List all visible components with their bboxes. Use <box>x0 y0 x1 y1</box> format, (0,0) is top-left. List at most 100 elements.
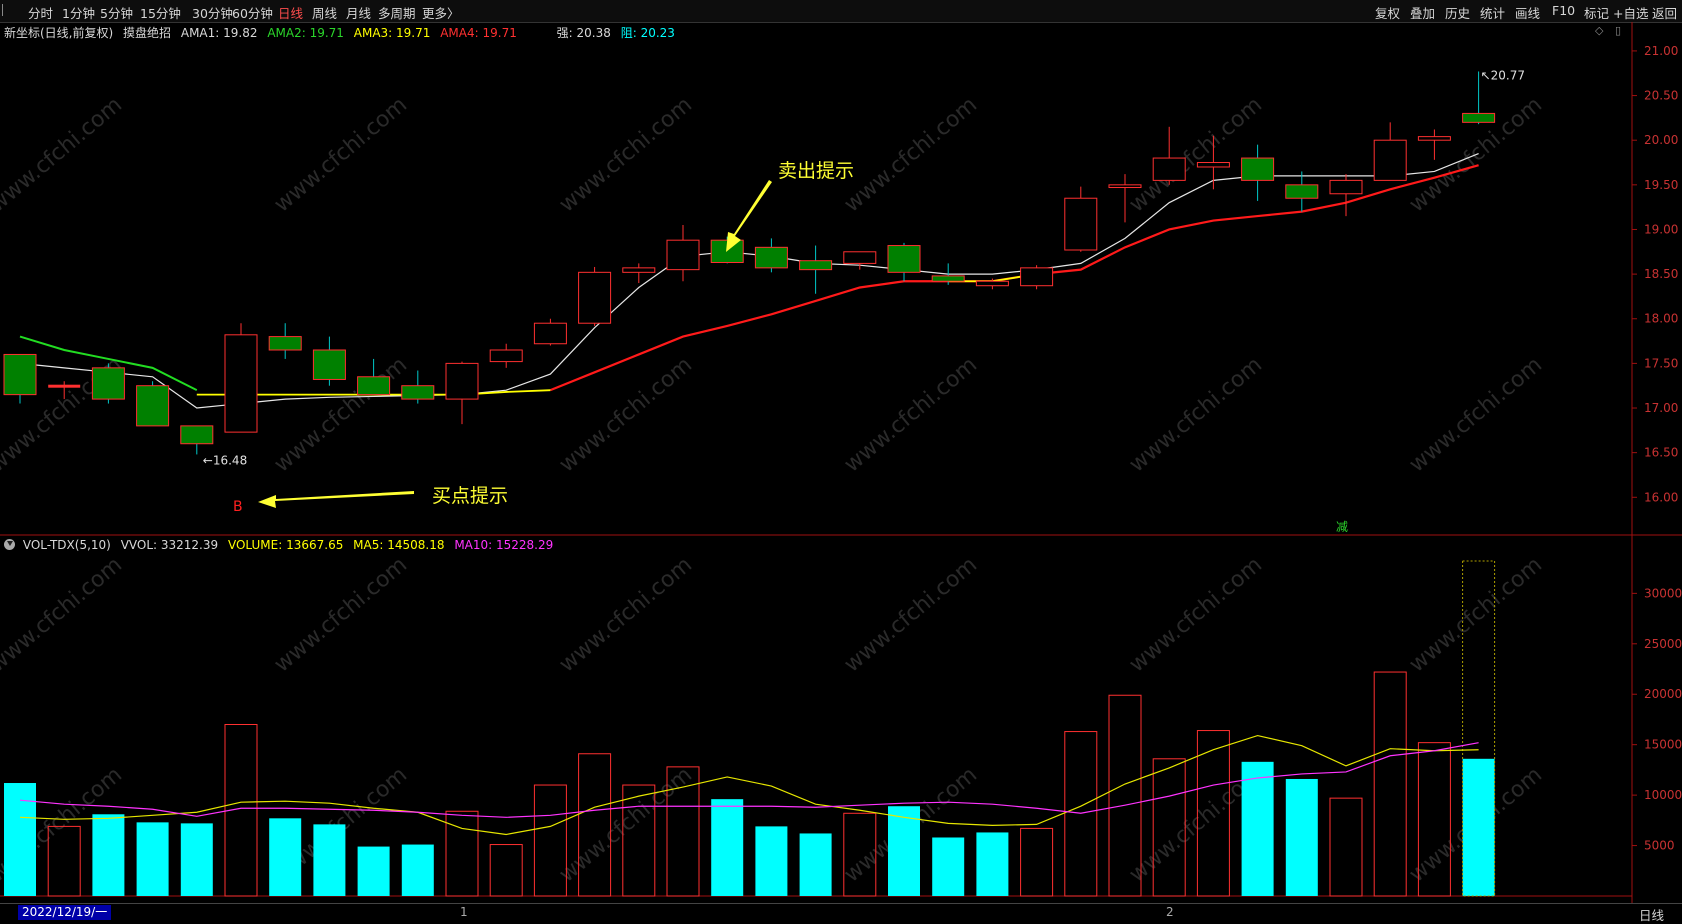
watermark-text: www.cfchi.com <box>1405 552 1547 677</box>
period-label[interactable]: 日线 <box>1638 908 1664 923</box>
toolbar-10-period-button[interactable]: 更多〉 <box>422 6 460 21</box>
candle-body <box>136 385 170 427</box>
volume-bar <box>1329 797 1363 897</box>
volume-tick-label: 15000 <box>1644 738 1682 752</box>
candle-body <box>843 251 877 264</box>
volume-bar <box>401 844 434 896</box>
toolbar-right-5-button[interactable]: F10 <box>1552 3 1576 18</box>
volume-tick-label: 5000 <box>1644 839 1675 853</box>
toolbar-right-7-button[interactable]: +自选 <box>1613 6 1649 21</box>
price-indicator-header: 新坐标(日线,前复权) 摸盘绝招 AMA1: 19.82 AMA2: 19.71… <box>4 24 681 40</box>
toolbar-3-period-button[interactable]: 15分钟 <box>140 6 181 21</box>
volume-bar <box>445 810 479 897</box>
price-tick-label: 18.00 <box>1644 312 1678 326</box>
candle-body <box>799 260 833 271</box>
candle-body <box>1373 139 1407 181</box>
bottom-date-bar: 2022/12/19/一 1 2 日线 <box>0 903 1682 923</box>
toolbar-8-period-button[interactable]: 月线 <box>346 6 372 21</box>
volume-bar <box>47 825 81 897</box>
toolbar-right-6-button[interactable]: 标记 <box>1584 6 1610 21</box>
ama2-value: AMA2: 19.71 <box>267 26 344 40</box>
toolbar-right-1-button[interactable]: 叠加 <box>1410 6 1436 21</box>
volume-bar <box>1285 778 1318 896</box>
volume-bar <box>843 812 877 897</box>
diamond-icon[interactable]: ◇ <box>1595 24 1604 37</box>
main-chart-title[interactable]: 新坐标(日线,前复权) <box>4 26 114 40</box>
candle-body <box>578 271 612 324</box>
volume-bar <box>622 784 656 897</box>
candle-body <box>931 275 965 282</box>
toolbar-right-0-button[interactable]: 复权 <box>1375 6 1401 21</box>
toolbar-4-period-button[interactable]: 30分钟 <box>192 6 233 21</box>
toolbar-right-8-button[interactable]: 返回 <box>1652 6 1678 21</box>
candle-body <box>48 384 81 388</box>
price-tick-label: 19.00 <box>1644 222 1678 236</box>
low-price-label: ←16.48 <box>203 453 247 467</box>
buy-hint-label: 买点提示 <box>432 485 508 507</box>
volume-bar <box>1196 730 1230 897</box>
ma-green-line <box>19 335 198 392</box>
candle-body <box>3 353 37 396</box>
price-tick-label: 20.00 <box>1644 133 1678 147</box>
volume-bar <box>533 784 567 897</box>
watermark-text: www.cfchi.com <box>270 92 412 217</box>
ma10-value: MA10: 15228.29 <box>454 538 554 552</box>
buy-hint-arrow <box>258 491 414 508</box>
toolbar-0-period-button[interactable]: 分时 <box>28 6 54 21</box>
candle-body <box>268 336 302 351</box>
sell-hint-label: 卖出提示 <box>778 160 854 182</box>
toolbar-2-period-button[interactable]: 5分钟 <box>100 6 133 21</box>
candle-body <box>1196 162 1230 168</box>
buy-marker-b: B <box>233 499 243 515</box>
candle-body <box>1020 267 1054 287</box>
toolbar-9-period-button[interactable]: 多周期 <box>378 6 416 21</box>
volume-tick-label: 25000 <box>1644 637 1682 651</box>
month-label-2: 2 <box>1166 905 1174 919</box>
watermark-text: www.cfchi.com <box>1405 352 1547 477</box>
price-tick-label: 17.00 <box>1644 401 1678 415</box>
pin-icon[interactable]: ▯ <box>1614 24 1622 37</box>
watermark-text: www.cfchi.com <box>1125 92 1267 217</box>
candle-body <box>489 349 523 363</box>
price-tick-label: 20.50 <box>1644 89 1678 103</box>
indicator-name[interactable]: 摸盘绝招 <box>123 26 172 40</box>
watermark-text: www.cfchi.com <box>0 552 127 677</box>
candle-body <box>1462 112 1496 123</box>
volume-value: VOLUME: 13667.65 <box>227 538 344 552</box>
toolbar-right-2-button[interactable]: 历史 <box>1445 6 1471 21</box>
volume-bar <box>489 844 523 897</box>
indicator-settings-icon[interactable] <box>4 539 15 550</box>
watermark-text: www.cfchi.com <box>840 352 982 477</box>
toolbar-right-3-button[interactable]: 统计 <box>1480 6 1506 21</box>
candle-body <box>1064 197 1098 251</box>
toolbar-right-4-button[interactable]: 画线 <box>1515 6 1541 21</box>
candle-body <box>1285 184 1319 199</box>
ama3-value: AMA3: 19.71 <box>353 26 431 40</box>
volume-indicator-name[interactable]: VOL-TDX(5,10) <box>22 538 111 552</box>
candle-body <box>1417 136 1451 141</box>
chart-corner-icons: ◇ ▯ <box>1595 24 1621 37</box>
volume-tick-label: 20000 <box>1644 687 1682 701</box>
volume-bar <box>799 833 832 896</box>
volume-bar <box>976 832 1009 896</box>
volume-bar <box>932 837 965 896</box>
watermark-text: www.cfchi.com <box>0 92 127 217</box>
volume-bar <box>224 724 258 897</box>
candle-body <box>312 349 346 380</box>
volume-bar <box>578 753 612 897</box>
volume-bar <box>269 818 302 896</box>
volume-bar <box>1064 731 1098 897</box>
candle-body <box>533 322 567 345</box>
toolbar-5-period-button[interactable]: 60分钟 <box>232 6 273 21</box>
volume-bar <box>1241 761 1274 896</box>
volume-bar <box>92 814 125 896</box>
kline-chart[interactable]: www.cfchi.com www.cfchi.com www.cfchi.com w… <box>0 0 1682 903</box>
volume-bar <box>4 783 36 896</box>
toolbar-6-period-button[interactable]: 日线 <box>278 6 304 21</box>
toolbar-7-period-button[interactable]: 周线 <box>312 6 338 21</box>
candle-body <box>445 362 479 400</box>
price-tick-label: 16.00 <box>1644 490 1678 504</box>
price-tick-label: 19.50 <box>1644 178 1678 192</box>
toolbar-1-period-button[interactable]: 1分钟 <box>62 6 95 21</box>
candle-body <box>1329 179 1363 195</box>
